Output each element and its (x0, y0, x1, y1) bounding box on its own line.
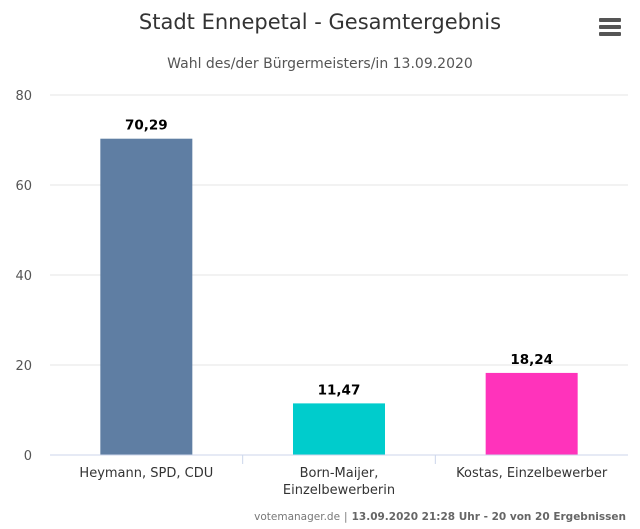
bars (100, 138, 578, 455)
y-axis-ticks: 0 20 40 60 80 (15, 89, 32, 464)
credits-detail: 13.09.2020 21:28 Uhr - 20 von 20 Ergebni… (352, 511, 626, 523)
chart-subtitle: Wahl des/der Bürgermeisters/in 13.09.202… (167, 56, 473, 72)
data-label: 11,47 (318, 382, 361, 398)
chart-menu-button[interactable] (596, 14, 626, 42)
bar[interactable] (485, 372, 578, 455)
chart-title: Stadt Ennepetal - Gesamtergebnis (139, 10, 501, 34)
data-labels: 70,29 11,47 18,24 (125, 118, 553, 399)
x-tick-label: Einzelbewerberin (283, 483, 395, 498)
credits-text[interactable]: votemanager.de | 13.09.2020 21:28 Uhr - 20… (254, 511, 626, 523)
x-axis-ticks: Heymann, SPD, CDU Born-Maijer, Einzelbewer… (79, 455, 608, 498)
y-tick-label: 60 (15, 179, 32, 194)
y-tick-label: 0 (24, 449, 32, 464)
x-tick-label: Kostas, Einzelbewerber (456, 466, 608, 481)
bar[interactable] (100, 138, 193, 455)
credits-source[interactable]: votemanager.de (254, 511, 340, 523)
credits-separator: | (344, 511, 348, 523)
data-label: 70,29 (125, 118, 168, 134)
data-label: 18,24 (510, 352, 553, 368)
x-tick-label: Heymann, SPD, CDU (79, 466, 213, 481)
y-tick-label: 80 (15, 89, 32, 104)
y-tick-label: 40 (15, 269, 32, 284)
bar[interactable] (293, 403, 385, 455)
y-tick-label: 20 (15, 359, 32, 374)
x-tick-label: Born-Maijer, (300, 466, 379, 481)
